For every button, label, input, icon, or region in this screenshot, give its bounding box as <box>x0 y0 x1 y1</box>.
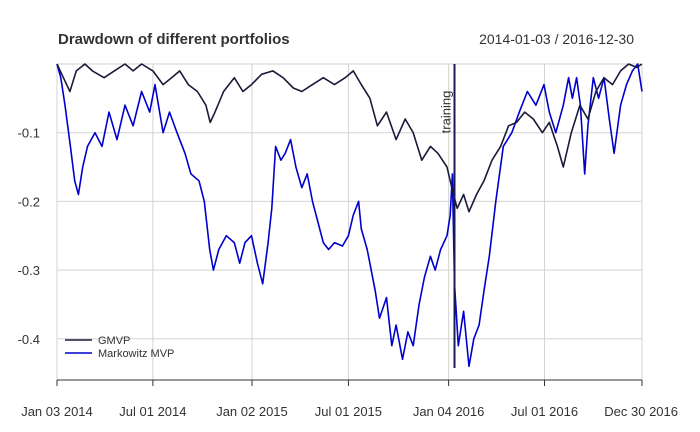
y-tick-label: -0.1 <box>18 126 40 141</box>
x-tick-label: Dec 30 2016 <box>604 404 678 419</box>
axes-layer: -0.1 -0.2 -0.3 -0.4 Jan 03 2014 Jul 01 2014 Ja… <box>18 126 678 419</box>
legend-label: GMVP <box>98 335 130 347</box>
series-line-markowitz-mvp <box>56 63 643 368</box>
series-layer <box>56 63 643 368</box>
legend-label: Markowitz MVP <box>98 348 174 360</box>
date-range-label: 2014-01-03 / 2016-12-30 <box>479 31 634 47</box>
x-tick-label: Jan 02 2015 <box>216 404 288 419</box>
y-tick-label: -0.2 <box>18 194 40 209</box>
x-tick-label: Jan 04 2016 <box>413 404 485 419</box>
x-tick-label: Jul 01 2015 <box>315 404 382 419</box>
y-tick-label: -0.4 <box>18 332 40 347</box>
training-event-label: training <box>439 91 454 134</box>
chart-title: Drawdown of different portfolios <box>58 31 290 48</box>
y-tick-label: -0.3 <box>18 263 40 278</box>
series-line-gmvp <box>56 63 643 213</box>
x-tick-label: Jan 03 2014 <box>21 404 93 419</box>
x-tick-label: Jul 01 2014 <box>119 404 186 419</box>
grid-layer <box>56 63 643 380</box>
x-tick-label: Jul 01 2016 <box>511 404 578 419</box>
event-layer: training <box>439 64 456 368</box>
